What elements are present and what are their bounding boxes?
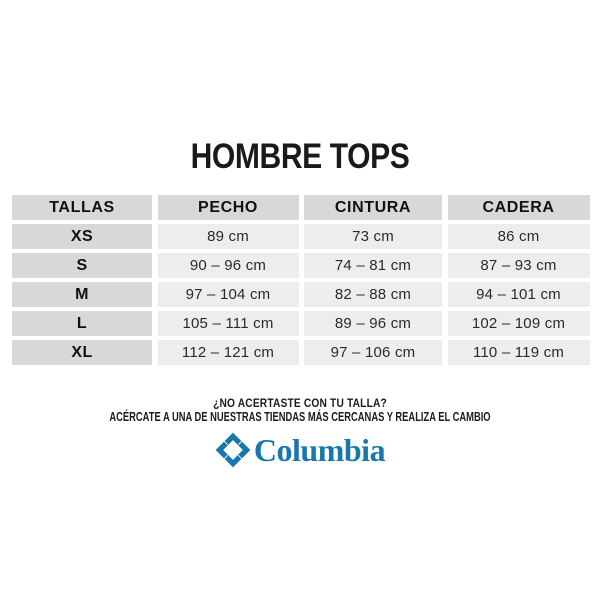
size-label-l: L (12, 311, 152, 336)
size-label-m: M (12, 282, 152, 307)
value-xs-cadera: 86 cm (447, 224, 590, 249)
columbia-diamond-icon (215, 432, 251, 468)
value-s-pecho: 90 – 96 cm (157, 253, 299, 278)
column-header-tallas: TALLAS (12, 195, 152, 220)
value-xs-pecho: 89 cm (157, 224, 299, 249)
value-m-cintura: 82 – 88 cm (304, 282, 442, 307)
value-m-cadera: 94 – 101 cm (447, 282, 590, 307)
value-l-cadera: 102 – 109 cm (447, 311, 590, 336)
value-xl-cintura: 97 – 106 cm (304, 340, 442, 365)
column-header-cintura: CINTURA (304, 195, 442, 220)
value-s-cintura: 74 – 81 cm (304, 253, 442, 278)
columbia-wordmark: Columbia (253, 432, 386, 468)
size-label-xl: XL (12, 340, 152, 365)
footer-instruction: ACÉRCATE A UNA DE NUESTRAS TIENDAS MÁS C… (109, 409, 491, 424)
column-header-pecho: PECHO (157, 195, 299, 220)
value-m-pecho: 97 – 104 cm (157, 282, 299, 307)
columbia-logo: Columbia (0, 428, 600, 472)
size-label-s: S (12, 253, 152, 278)
column-header-cadera: CADERA (447, 195, 590, 220)
size-label-xs: XS (12, 224, 152, 249)
page-title: HOMBRE TOPS (190, 137, 410, 176)
value-s-cadera: 87 – 93 cm (447, 253, 590, 278)
value-xs-cintura: 73 cm (304, 224, 442, 249)
value-l-pecho: 105 – 111 cm (157, 311, 299, 336)
value-xl-cadera: 110 – 119 cm (447, 340, 590, 365)
value-xl-pecho: 112 – 121 cm (157, 340, 299, 365)
value-l-cintura: 89 – 96 cm (304, 311, 442, 336)
footer-question: ¿NO ACERTASTE CON TU TALLA? (213, 396, 387, 410)
size-table: TALLAS PECHO CINTURA CADERA XS 89 cm 73 … (12, 195, 590, 365)
